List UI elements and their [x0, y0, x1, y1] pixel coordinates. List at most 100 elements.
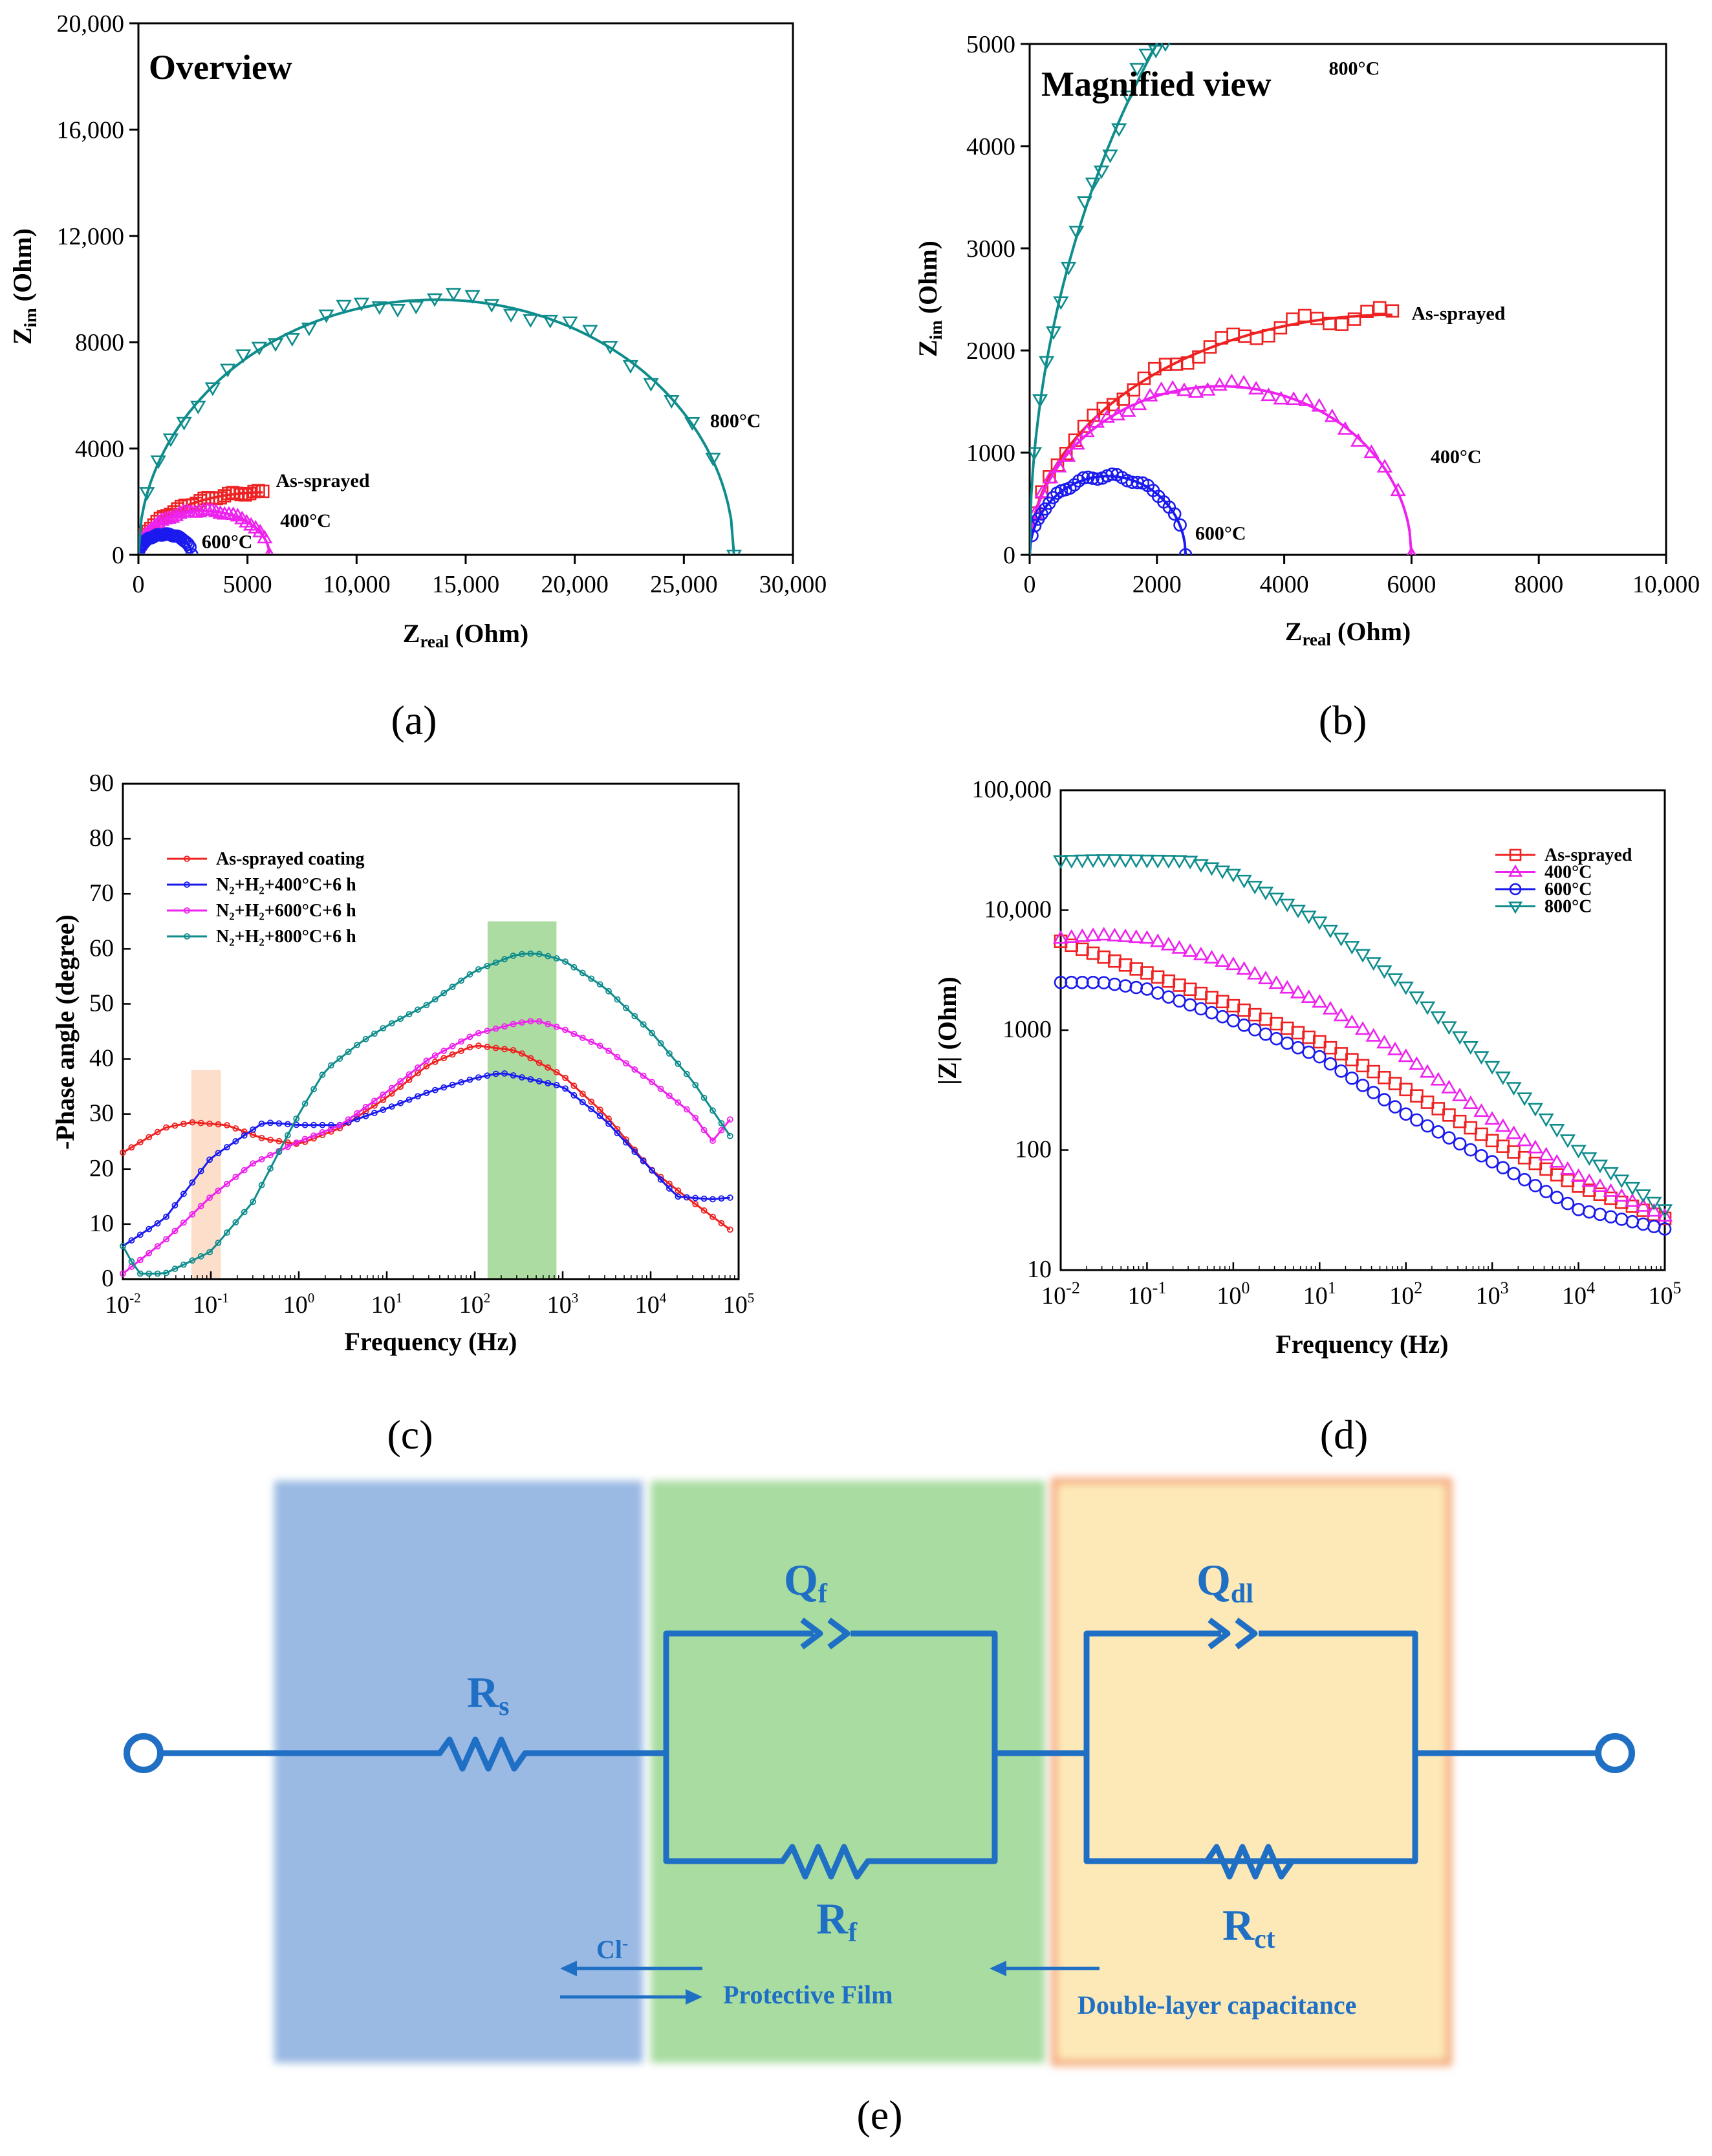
d-ytick-label: 100,000: [972, 776, 1052, 803]
d-xtick-exp: 2: [1414, 1278, 1422, 1297]
c-point-3: [406, 1011, 413, 1018]
c-band-1: [487, 921, 557, 1279]
a-ytick-label: 4000: [75, 436, 124, 463]
d-point-3: [1398, 981, 1414, 995]
c-point-2: [510, 1020, 517, 1028]
b-point-1: [1164, 380, 1181, 394]
c-point-2: [614, 1053, 621, 1061]
a-point-0: [239, 488, 252, 502]
a-point-1: [257, 530, 273, 544]
b-ytick-label: 2000: [966, 338, 1015, 365]
a-point-2: [183, 540, 197, 554]
d-point-2: [1323, 1057, 1338, 1071]
d-point-3: [1495, 1071, 1511, 1085]
d-point-1: [1473, 1103, 1490, 1117]
d-point-3: [1484, 1061, 1501, 1075]
d-point-3: [1581, 1152, 1598, 1166]
d-point-1: [1354, 1021, 1371, 1035]
a-point-3: [726, 549, 742, 554]
c-point-2: [631, 1066, 638, 1073]
c-point-1: [657, 1176, 664, 1183]
c-point-0: [527, 1055, 534, 1062]
c-point-1: [362, 1112, 369, 1119]
b-data: [1030, 43, 1416, 555]
d-point-0: [1539, 1162, 1553, 1176]
d-point-3: [1128, 854, 1144, 868]
protective-film-label: Protective Film: [723, 1980, 893, 2009]
b-point-2: [1125, 475, 1140, 490]
c-point-3: [250, 1198, 257, 1205]
a-point-3: [684, 417, 700, 431]
panel-e-letter: (e): [856, 2092, 902, 2138]
b-point-1: [1051, 458, 1067, 473]
b-point-1: [1200, 382, 1216, 396]
a-data: [138, 288, 742, 554]
d-point-1: [1117, 928, 1134, 942]
ion-arrows: [560, 1961, 1100, 2005]
d-point-0: [1259, 1012, 1273, 1026]
panel-a-ylabel: Zim (Ohm): [8, 228, 40, 345]
c-point-2: [415, 1064, 421, 1071]
c-point-0: [449, 1051, 456, 1058]
c-point-3: [215, 1239, 222, 1246]
dl-capacitor: [1208, 1617, 1258, 1650]
c-ytick-label: 90: [89, 770, 114, 797]
c-point-2: [475, 1029, 482, 1037]
c-point-2: [501, 1023, 508, 1030]
c-point-2: [536, 1018, 543, 1025]
b-point-1: [1176, 382, 1193, 396]
d-point-2: [1517, 1172, 1532, 1187]
panel-b-title: Magnified view: [1041, 65, 1271, 103]
d-point-2: [1378, 1093, 1391, 1106]
panel-c: 10-2 10-1 100 101 102 103 104 10501020304050607…: [50, 770, 754, 1458]
d-ytick-label: 10: [1027, 1256, 1052, 1283]
c-point-3: [579, 969, 586, 976]
c-point-3: [492, 959, 499, 966]
c-xtick-label: 102: [459, 1290, 491, 1319]
d-point-0: [1442, 1108, 1456, 1122]
c-ytick-label: 70: [89, 879, 114, 907]
d-point-1: [1171, 940, 1187, 954]
a-point-3: [503, 308, 519, 323]
c-point-0: [189, 1119, 196, 1126]
c-point-0: [171, 1122, 179, 1129]
d-point-1: [1398, 1048, 1414, 1062]
c-point-1: [319, 1121, 326, 1128]
d-point-2: [1097, 976, 1111, 989]
a-point-0: [255, 484, 270, 499]
d-point-1: [1549, 1154, 1565, 1168]
c-point-3: [545, 953, 552, 960]
c-point-2: [466, 1033, 473, 1040]
d-point-2: [1076, 975, 1089, 989]
d-point-2: [1507, 1167, 1521, 1181]
d-point-3: [1635, 1189, 1651, 1203]
d-point-3: [1365, 957, 1382, 971]
d-point-1: [1527, 1139, 1544, 1154]
c-point-0: [136, 1139, 144, 1146]
d-xtick-exp: 0: [1241, 1278, 1250, 1297]
d-point-2: [1614, 1213, 1629, 1226]
b-point-0: [1298, 308, 1312, 323]
c-point-1: [241, 1132, 248, 1139]
c-point-1: [492, 1070, 499, 1077]
c-point-0: [197, 1119, 204, 1127]
c-point-2: [241, 1167, 248, 1174]
d-point-1: [1646, 1203, 1662, 1217]
d-point-3: [1215, 865, 1231, 879]
a-point-1: [195, 502, 211, 516]
c-point-1: [327, 1121, 334, 1128]
c-legend-label-2: N₂+H₂+600°C+6 h: [216, 901, 356, 921]
c-xtick-label: 105: [723, 1290, 755, 1319]
d-point-2: [1194, 1002, 1208, 1016]
d-point-2: [1259, 1027, 1273, 1041]
c-point-0: [596, 1106, 603, 1113]
d-legend-marker-0: [1509, 848, 1522, 861]
d-point-1: [1603, 1183, 1619, 1197]
c-point-1: [501, 1070, 508, 1077]
b-point-0: [1335, 318, 1349, 331]
a-point-0: [230, 486, 244, 501]
c-point-2: [640, 1072, 647, 1079]
c-ytick-label: 20: [89, 1155, 114, 1182]
b-point-3: [1129, 63, 1145, 77]
d-point-3: [1063, 855, 1079, 869]
